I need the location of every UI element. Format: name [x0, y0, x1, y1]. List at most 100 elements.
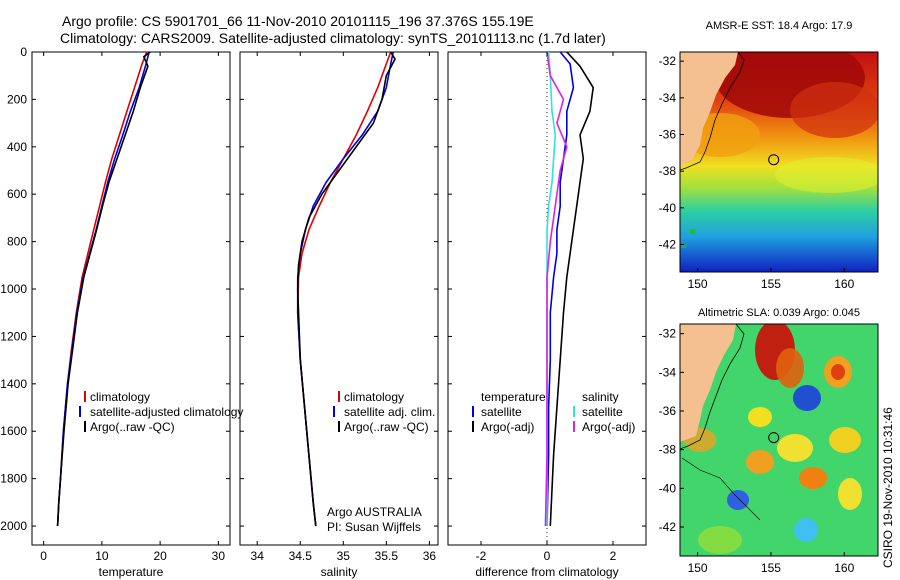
- depth-tick-label: 1000: [0, 282, 27, 296]
- map-x-tick-label: 155: [761, 277, 781, 291]
- sla-warm-eddy: [776, 348, 804, 388]
- map-y-tick-label: -38: [659, 164, 677, 178]
- series-line-temperature-argo-adj-: [549, 51, 595, 527]
- depth-tick-label: 800: [7, 235, 27, 249]
- depth-tick-label: 600: [7, 187, 27, 201]
- sla-map-axes: 150 155 160 -32 -34 -36 -38 -40 -42: [659, 327, 855, 575]
- sst-land: [680, 52, 738, 166]
- sla-map-frame: [679, 323, 879, 557]
- legend-swatch-argo: [338, 421, 340, 432]
- sst-yellow-band: [775, 157, 878, 193]
- salinity-panel: [239, 51, 439, 546]
- sla-contour: [681, 457, 761, 521]
- map-y-tick-label: -34: [659, 365, 677, 379]
- legend-sal-satellite: satellite: [582, 405, 623, 419]
- x-axis-ticks: 0 10 20 30 34 34.5 35 35.5 36 -2 0 2: [40, 52, 617, 563]
- depth-tick-label: 400: [7, 140, 27, 154]
- sst-map-title: AMSR-E SST: 18.4 Argo: 17.9: [706, 20, 853, 32]
- sla-map-title: Altimetric SLA: 0.039 Argo: 0.045: [698, 307, 860, 319]
- sla-green-patch: [698, 526, 742, 554]
- sst-map-axes: 150 155 160 -32 -34 -36 -38 -40 -42: [659, 54, 855, 291]
- header-line-2: Climatology: CARS2009. Satellite-adjuste…: [60, 30, 606, 46]
- map-x-tick-label: 150: [688, 277, 708, 291]
- legend-swatch-sal-satellite: [573, 406, 575, 417]
- x-tick-label: 34: [251, 549, 265, 563]
- depth-tick-label: 1600: [0, 424, 27, 438]
- map-x-tick-label: 150: [688, 561, 708, 575]
- sla-warm-patch: [746, 450, 774, 474]
- series-line-argo-raw-qc-: [296, 51, 396, 527]
- legend-temp-argo: Argo(-adj): [481, 420, 534, 434]
- map-x-tick-label: 160: [834, 277, 854, 291]
- credit-stamp: CSIRO 19-Nov-2010 10:31:46: [881, 407, 895, 568]
- legend-temperature-header: temperature: [481, 390, 546, 404]
- sla-warm-eddy-core: [831, 364, 845, 380]
- map-y-tick-label: -42: [659, 238, 677, 252]
- depth-tick-label: 200: [7, 92, 27, 106]
- map-y-tick-label: -36: [659, 404, 677, 418]
- depth-tick-label: 1800: [0, 472, 27, 486]
- series-line-salinity-argo-adj-: [544, 51, 568, 527]
- argo-annotation-1: Argo AUSTRALIA: [327, 505, 422, 519]
- temperature-legend-item-3: Argo(..raw -QC): [90, 420, 175, 434]
- x-tick-label: 10: [95, 549, 109, 563]
- sla-map: [680, 324, 878, 556]
- header-line-1: Argo profile: CS 5901701_66 11-Nov-2010 …: [62, 13, 534, 29]
- map-x-tick-label: 155: [761, 561, 781, 575]
- sla-warm-patch: [799, 467, 827, 489]
- sla-yellow-patch: [829, 427, 861, 453]
- depth-tick-label: 2000: [0, 519, 27, 533]
- salinity-xlabel: salinity: [321, 565, 358, 579]
- x-tick-label: 30: [212, 549, 226, 563]
- sla-argo-marker: [768, 432, 780, 444]
- map-y-tick-label: -42: [659, 520, 677, 534]
- legend-swatch-temp-satellite: [472, 406, 474, 417]
- series-line-argo-raw-qc-: [56, 51, 151, 527]
- map-y-tick-label: -38: [659, 443, 677, 457]
- temperature-legend-item-1: climatology: [90, 390, 150, 404]
- depth-tick-label: 1200: [0, 329, 27, 343]
- sla-cyan-patch: [794, 518, 818, 542]
- salinity-legend: climatology satellite adj. clim. Argo(..…: [333, 390, 435, 434]
- depth-tick-label: 0: [20, 45, 27, 59]
- series-line-temperature-satellite: [546, 51, 575, 527]
- sla-coast-contour: [680, 324, 745, 450]
- map-y-tick-label: -40: [659, 201, 677, 215]
- x-tick-label: 0: [40, 549, 47, 563]
- series-layer: [56, 51, 595, 545]
- depth-tick-label: 1400: [0, 377, 27, 391]
- map-y-tick-label: -32: [659, 54, 677, 68]
- sst-pixel: [681, 244, 686, 248]
- sla-cold-patch: [727, 490, 749, 510]
- x-tick-label: 35: [337, 549, 351, 563]
- map-y-tick-label: -34: [659, 91, 677, 105]
- map-y-tick-label: -40: [659, 481, 677, 495]
- legend-salinity-header: salinity: [582, 390, 619, 404]
- legend-temp-satellite: satellite: [481, 405, 522, 419]
- sst-map: [680, 52, 878, 272]
- legend-swatch-satellite: [333, 406, 335, 417]
- x-tick-label: -2: [476, 549, 487, 563]
- salinity-legend-item-2: satellite adj. clim.: [344, 405, 435, 419]
- temperature-panel: [31, 51, 231, 546]
- x-tick-label: 0: [544, 549, 551, 563]
- legend-swatch-argo: [84, 421, 86, 432]
- salinity-legend-item-3: Argo(..raw -QC): [344, 420, 429, 434]
- depth-axis: 0 200 400 600 800 1000 1200 1400 1600 1800 2000: [0, 45, 646, 533]
- sla-land: [680, 324, 736, 442]
- legend-sal-argo: Argo(-adj): [582, 420, 635, 434]
- sst-warm-lobe: [790, 82, 878, 138]
- temperature-legend: climatology satellite-adjusted climatolo…: [79, 390, 243, 434]
- map-y-tick-label: -32: [659, 327, 677, 341]
- sla-yellow-patch: [777, 434, 813, 462]
- x-tick-label: 35.5: [375, 549, 399, 563]
- sst-argo-marker: [768, 154, 780, 166]
- legend-swatch-satellite: [79, 406, 81, 417]
- difference-xlabel: difference from climatology: [475, 565, 618, 579]
- difference-legend: temperature salinity satellite Argo(-adj…: [472, 390, 635, 434]
- temperature-xlabel: temperature: [99, 565, 164, 579]
- legend-swatch-climatology: [84, 391, 86, 402]
- sst-coast-contour: [680, 52, 745, 171]
- x-tick-label: 34.5: [289, 549, 313, 563]
